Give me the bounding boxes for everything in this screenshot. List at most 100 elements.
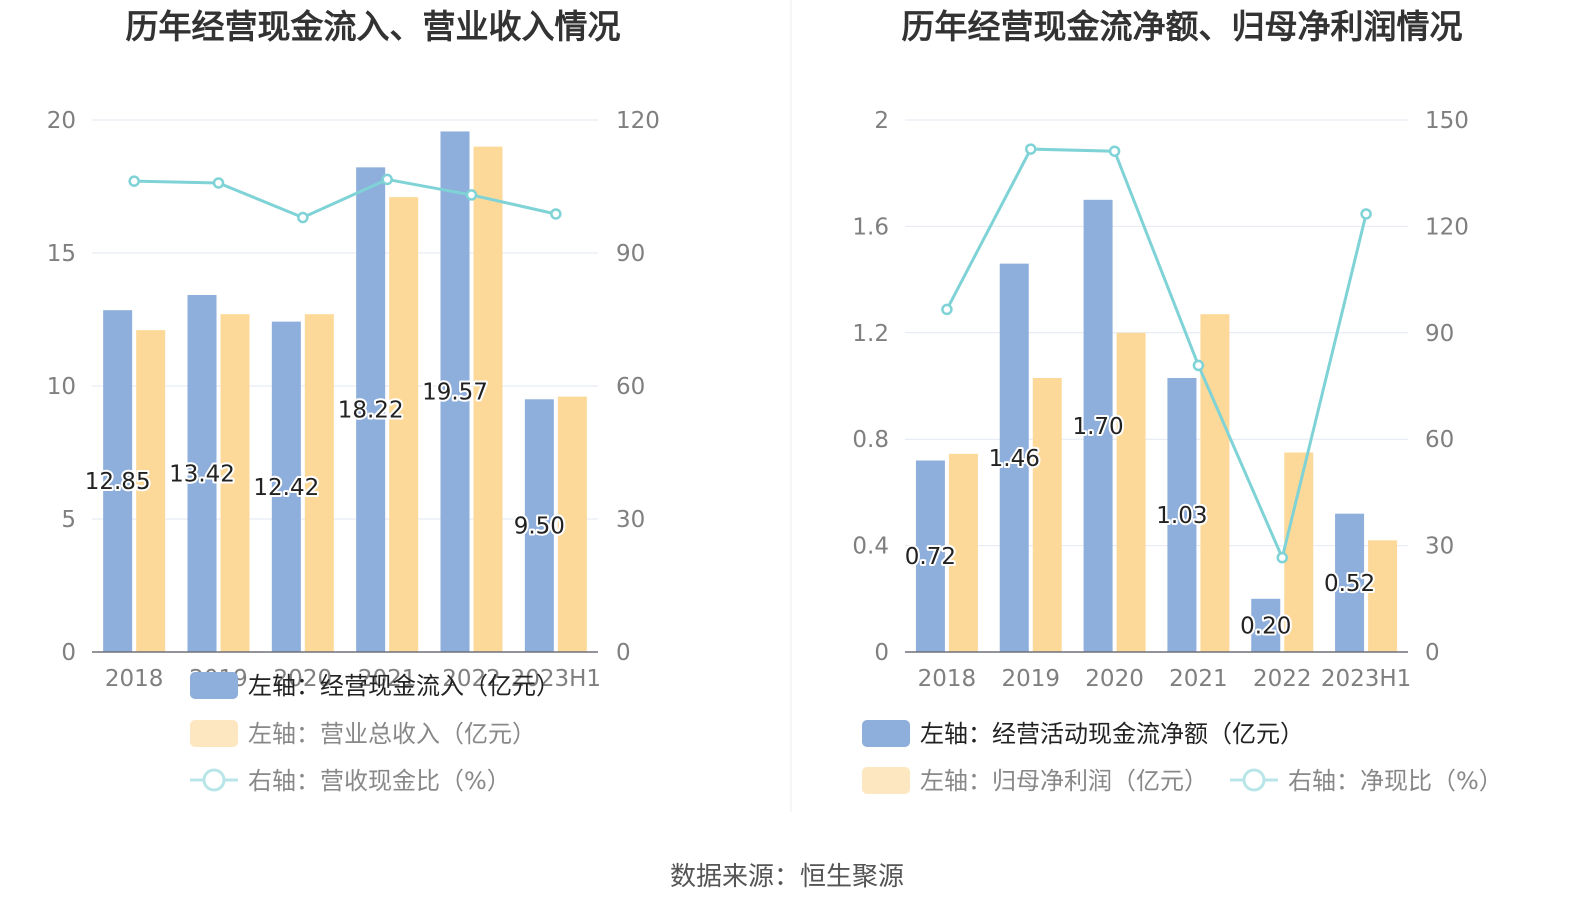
bar-blue-bar	[1167, 378, 1197, 652]
right-axis-tick-label: 120	[1425, 214, 1469, 240]
ratio-line-point	[1192, 359, 1205, 372]
right-axis-tick-label: 0	[1425, 640, 1440, 666]
bar-blue-bar	[271, 321, 301, 652]
left-axis-tick-label: 0	[61, 640, 76, 666]
legend-label: 左轴：经营活动现金流净额（亿元）	[920, 720, 1304, 748]
legend-item: 右轴：营收现金比（%）	[190, 767, 511, 795]
bar-data-label: 18.22	[338, 398, 404, 424]
bar-data-label: 13.42	[169, 462, 235, 488]
right-axis-tick-label: 90	[1425, 321, 1454, 347]
left-axis-tick-label: 0.8	[852, 427, 889, 453]
legend-item: 左轴：营业总收入（亿元）	[190, 720, 536, 748]
x-axis-category-label: 2019	[1001, 666, 1060, 692]
orange-bar	[1032, 378, 1062, 652]
ratio-line-point	[297, 211, 309, 224]
bar-blue-bar	[915, 460, 945, 652]
bar-blue-bar	[356, 167, 386, 652]
x-axis-category-label: 2018	[918, 666, 977, 692]
right-axis-tick-label: 0	[616, 640, 631, 666]
x-axis-category-label: 2020	[1085, 666, 1144, 692]
left-axis-tick-label: 2	[874, 108, 889, 134]
legend-marker	[202, 768, 226, 792]
x-axis-category-label: 2022	[1253, 666, 1312, 692]
bar-data-label: 0.52	[1324, 571, 1375, 597]
data-source-note: 数据来源：恒生聚源	[669, 862, 904, 892]
chart-title: 历年经营现金流入、营业收入情况	[126, 7, 621, 46]
bar-data-label: 0.20	[1240, 613, 1291, 639]
left-axis-tick-label: 1.6	[852, 214, 889, 240]
legend-label: 右轴：营收现金比（%）	[248, 767, 511, 795]
orange-bar	[1200, 314, 1230, 652]
right-axis-tick-label: 90	[616, 241, 645, 267]
x-axis-category-label: 2022	[442, 666, 501, 692]
orange-bar	[389, 197, 419, 652]
legend-item: 右轴：净现比（%）	[1230, 767, 1503, 795]
ratio-line-point	[212, 177, 225, 189]
ratio-line-point	[128, 175, 140, 187]
x-axis-category-label: 2023H1	[1321, 666, 1411, 692]
bar-data-label: 0.72	[905, 544, 956, 570]
right-axis-tick-label: 30	[616, 507, 645, 533]
ratio-line-point	[1108, 145, 1121, 157]
ratio-line-point	[550, 208, 562, 220]
right-axis-tick-label: 150	[1425, 108, 1469, 134]
x-axis-category-label: 2021	[1169, 666, 1228, 692]
orange-bar	[557, 396, 587, 652]
orange-bar	[136, 330, 166, 652]
right-axis-tick-label: 60	[1425, 427, 1454, 453]
chart-title: 历年经营现金流净额、归母净利润情况	[902, 7, 1463, 46]
orange-bar	[948, 453, 978, 652]
bar-blue-bar	[999, 263, 1029, 652]
legend-marker	[1242, 768, 1266, 792]
orange-bar	[1116, 332, 1146, 652]
bar-blue-bar	[524, 399, 554, 652]
ratio-line-point	[1276, 551, 1288, 564]
x-axis-category-label: 2023H1	[511, 666, 601, 692]
bar-data-label: 1.46	[989, 446, 1040, 472]
right-axis-tick-label: 30	[1425, 534, 1454, 560]
legend-label: 右轴：净现比（%）	[1288, 767, 1503, 795]
ratio-line-point	[941, 303, 953, 316]
ratio-line-point	[465, 189, 478, 201]
legend-swatch	[190, 720, 238, 747]
legend-item: 左轴：归母净利润（亿元）	[862, 767, 1208, 795]
cash-inflow-revenue-chart: 历年经营现金流入、营业收入情况0510152003060901202018201…	[47, 7, 660, 795]
bar-blue-bar	[440, 131, 470, 653]
bar-data-label: 1.70	[1072, 414, 1123, 440]
x-axis-category-label: 2020	[274, 666, 333, 692]
left-axis-tick-label: 0	[874, 640, 889, 666]
left-axis-tick-label: 20	[47, 108, 76, 134]
legend-swatch	[862, 720, 910, 747]
bar-blue-bar	[1335, 513, 1365, 652]
ratio-line-point	[1360, 208, 1372, 220]
bar-data-label: 1.03	[1156, 503, 1207, 529]
ratio-line	[134, 177, 557, 220]
bar-data-label: 12.85	[85, 469, 151, 495]
legend-swatch	[190, 672, 238, 699]
bar-blue-bar	[1083, 199, 1113, 653]
left-axis-tick-label: 15	[47, 241, 76, 267]
left-axis-tick-label: 1.2	[852, 321, 889, 347]
legend-swatch	[862, 767, 910, 794]
ratio-line-point	[381, 173, 393, 186]
orange-bar	[473, 146, 503, 652]
right-axis-tick-label: 120	[616, 108, 660, 134]
orange-bar	[220, 314, 250, 652]
legend-item: 左轴：经营活动现金流净额（亿元）	[862, 720, 1304, 748]
bar-blue-bar	[1251, 598, 1281, 652]
bar-data-label: 9.50	[514, 514, 565, 540]
net-cashflow-profit-chart: 历年经营现金流净额、归母净利润情况 0 0.4 0.8 1.2 1.6 2 0 30 60 90 12…	[852, 7, 1502, 795]
orange-bar	[304, 314, 334, 652]
legend-label: 左轴：经营现金流入（亿元）	[248, 672, 560, 700]
legend-label: 左轴：营业总收入（亿元）	[248, 720, 536, 748]
legend-label: 左轴：归母净利润（亿元）	[920, 767, 1208, 795]
x-axis-category-label: 2021	[358, 666, 417, 692]
left-axis-tick-label: 5	[61, 507, 76, 533]
left-axis-tick-label: 0.4	[852, 534, 889, 560]
left-axis-tick-label: 10	[47, 374, 76, 400]
right-axis-tick-label: 60	[616, 374, 645, 400]
x-axis-category-label: 2018	[105, 666, 164, 692]
legend-item: 左轴：经营现金流入（亿元）	[190, 672, 560, 700]
